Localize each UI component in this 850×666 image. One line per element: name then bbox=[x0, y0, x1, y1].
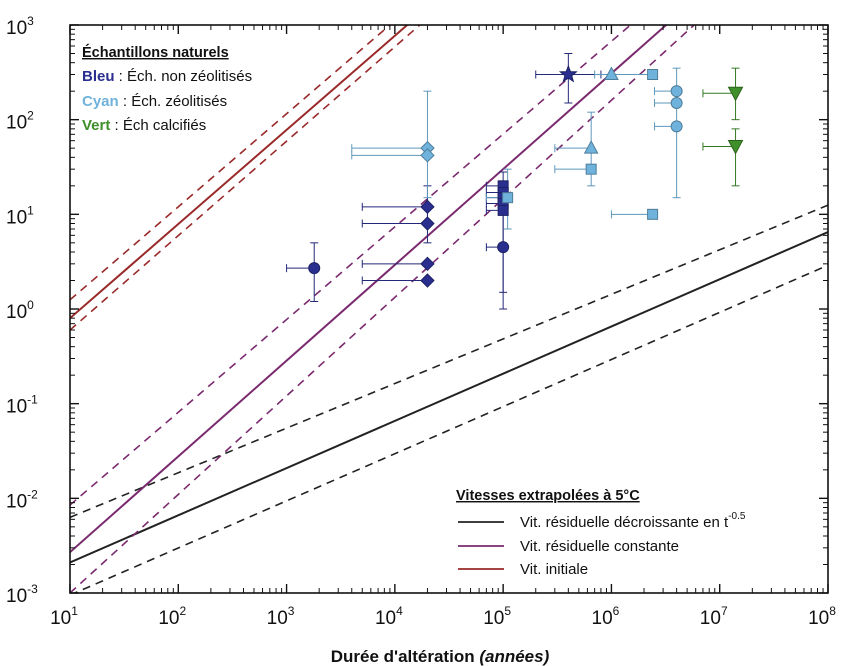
plot-frame bbox=[69, 24, 829, 594]
legend-line-label-constante: Vit. résiduelle constante bbox=[520, 538, 679, 555]
point-bleu-9-marker bbox=[497, 204, 509, 216]
x-tick-label: 104 bbox=[375, 604, 403, 629]
point-cyan-4-marker bbox=[585, 163, 597, 175]
x-tick-label: 105 bbox=[483, 604, 511, 629]
y-tick-label: 10-2 bbox=[6, 487, 38, 512]
point-cyan-7-marker bbox=[647, 208, 659, 220]
point-bleu-2-marker bbox=[420, 216, 435, 231]
rate-line-0-bound-0 bbox=[70, 204, 828, 519]
y-tick-label: 101 bbox=[6, 203, 34, 228]
point-cyan-2-marker bbox=[502, 192, 514, 204]
axis-ticks bbox=[69, 24, 829, 594]
legend-lines: Vitesses extrapolées à 5°C Vit. résiduel… bbox=[456, 488, 746, 578]
legend-line-label-decroissante: Vit. résiduelle décroissante en t-0.5 bbox=[520, 511, 746, 531]
rate-line-1-bound-0 bbox=[70, 25, 632, 506]
y-tick-label: 100 bbox=[6, 298, 34, 323]
y-tick-label: 10-1 bbox=[6, 393, 38, 418]
x-tick-label: 102 bbox=[158, 604, 186, 629]
data-markers bbox=[308, 64, 744, 288]
rate-line-1 bbox=[70, 25, 667, 553]
x-tick-labels: 101 102 103 104 105 106 107 108 bbox=[50, 604, 836, 629]
x-tick-label: 106 bbox=[592, 604, 620, 629]
legend-samples-entry-vert: Vert : Éch calcifiés bbox=[82, 117, 206, 134]
point-bleu-4-marker bbox=[420, 273, 435, 288]
x-tick-label: 103 bbox=[267, 604, 295, 629]
x-tick-label: 101 bbox=[50, 604, 78, 629]
point-bleu-10-marker bbox=[497, 241, 510, 254]
point-bleu-0-marker bbox=[308, 262, 321, 275]
legend-samples-entry-bleu: Bleu : Éch. non zéolitisés bbox=[82, 68, 252, 85]
point-cyan-8-marker bbox=[670, 85, 683, 98]
point-bleu-11-marker bbox=[558, 64, 578, 83]
legend-lines-title: Vitesses extrapolées à 5°C bbox=[456, 488, 640, 504]
y-tick-labels: 10-3 10-2 10-1 100 101 102 103 bbox=[6, 14, 38, 607]
legend-samples-title: Échantillons naturels bbox=[82, 44, 229, 61]
rate-line-2 bbox=[70, 25, 408, 319]
y-tick-label: 102 bbox=[6, 109, 34, 134]
x-tick-label: 108 bbox=[808, 604, 836, 629]
point-cyan-10-marker bbox=[670, 120, 683, 133]
point-vert-1-marker bbox=[727, 140, 744, 155]
x-axis-label: Durée d'altération (années) bbox=[331, 647, 550, 666]
rate-line-0 bbox=[70, 231, 828, 564]
rate-line-1-bound-1 bbox=[70, 25, 695, 593]
point-vert-0-marker bbox=[727, 86, 744, 102]
x-tick-label: 107 bbox=[700, 604, 728, 629]
rate-lines bbox=[70, 25, 828, 593]
point-cyan-6-marker bbox=[647, 68, 659, 80]
y-tick-label: 103 bbox=[6, 14, 34, 39]
legend-samples-entry-cyan: Cyan : Éch. zéolitisés bbox=[82, 93, 227, 110]
rate-line-2-bound-1 bbox=[70, 25, 421, 331]
rate-line-0-bound-1 bbox=[72, 264, 828, 593]
y-tick-label: 10-3 bbox=[6, 582, 38, 607]
point-bleu-3-marker bbox=[420, 256, 435, 272]
point-cyan-9-marker bbox=[670, 96, 683, 109]
point-bleu-1-marker bbox=[420, 199, 435, 215]
legend-samples: Échantillons naturels Bleu : Éch. non zé… bbox=[82, 44, 252, 134]
point-cyan-5-marker bbox=[604, 66, 619, 80]
point-cyan-1-marker bbox=[420, 148, 435, 163]
point-cyan-3-marker bbox=[583, 140, 599, 154]
legend-line-label-initiale: Vit. initiale bbox=[520, 561, 588, 578]
rate-line-2-bound-0 bbox=[70, 25, 391, 301]
